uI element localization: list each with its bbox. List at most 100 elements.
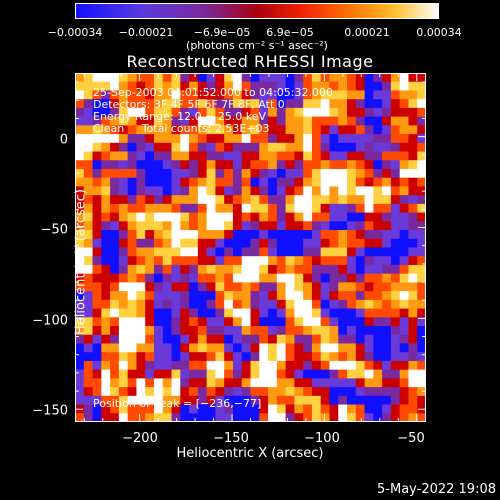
heatmap-cell [268,282,278,292]
chart-title: Reconstructed RHESSI Image [126,52,374,71]
heatmap-cell [136,291,146,301]
heatmap-cell [189,334,199,345]
heatmap-cell [162,334,173,345]
heatmap-cell [162,116,173,126]
heatmap-cell [417,212,426,222]
heatmap-cell [118,142,129,153]
heatmap-cell [373,395,383,406]
heatmap-cell [92,160,102,170]
heatmap-cell [127,343,138,353]
heatmap-cell [180,73,190,83]
heatmap-cell [75,142,85,153]
heatmap-cell [197,238,208,249]
heatmap-cell [92,413,102,422]
heatmap-cell [145,116,155,126]
heatmap-cell [127,81,138,92]
heatmap-cell [145,99,155,109]
heatmap-cell [373,264,383,275]
heatmap-cell [355,73,366,83]
heatmap-cell [373,273,383,283]
heatmap-cell [145,203,155,214]
heatmap-cell [232,264,243,275]
heatmap-cell [162,343,173,353]
heatmap-cell [162,273,173,283]
heatmap-cell [303,264,313,275]
heatmap-cell [408,360,418,371]
heatmap-cell [294,282,304,292]
heatmap-cell [294,360,304,371]
heatmap-cell [224,282,234,292]
colorbar-tick-label: −6.9e−05 [193,26,251,39]
heatmap-cell [294,134,304,144]
heatmap-cell [197,291,208,301]
heatmap-cell [364,413,374,422]
heatmap-cell [276,160,287,170]
heatmap-cell [285,308,295,318]
heatmap-cell [303,404,313,414]
heatmap-cell [136,142,146,153]
heatmap-cell [303,299,313,310]
heatmap-cell [171,160,181,170]
heatmap-image [75,73,426,422]
heatmap-cell [215,334,225,345]
heatmap-cell [232,81,243,92]
heatmap-cell [189,177,199,188]
heatmap-cell [110,282,120,292]
heatmap-cell [373,360,383,371]
heatmap-cell [215,90,225,100]
heatmap-cell [232,326,243,336]
heatmap-cell [268,256,278,266]
heatmap-cell [355,247,366,257]
heatmap-cell [364,238,374,249]
heatmap-cell [294,247,304,257]
heatmap-cell [206,73,217,83]
heatmap-cell [347,90,357,100]
heatmap-cell [101,282,111,292]
heatmap-cell [92,230,102,240]
heatmap-cell [268,116,278,126]
heatmap-cell [285,352,295,362]
heatmap-cell [355,195,366,205]
heatmap-cell [268,195,278,205]
heatmap-cell [197,73,208,83]
heatmap-cell [355,230,366,240]
heatmap-cell [206,387,217,397]
heatmap-cell [347,221,357,231]
heatmap-cell [241,238,252,249]
heatmap-cell [338,264,348,275]
heatmap-cell [206,413,217,422]
heatmap-cell [276,352,287,362]
heatmap-cell [189,413,199,422]
heatmap-cell [215,142,225,153]
heatmap-cell [189,160,199,170]
heatmap-cell [101,352,111,362]
heatmap-cell [197,212,208,222]
heatmap-cell [215,404,225,414]
heatmap-cell [338,247,348,257]
heatmap-cell [83,369,94,379]
heatmap-cell [259,99,269,109]
heatmap-cell [311,142,322,153]
heatmap-cell [92,186,102,196]
heatmap-cell [101,334,111,345]
heatmap-cell [276,369,287,379]
heatmap-cell [224,203,234,214]
heatmap-cell [224,264,234,275]
heatmap-cell [250,203,260,214]
heatmap-cell [162,160,173,170]
heatmap-cell [232,99,243,109]
heatmap-cell [92,90,102,100]
heatmap-cell [268,203,278,214]
heatmap-cell [92,151,102,161]
heatmap-cell [215,282,225,292]
heatmap-cell [250,369,260,379]
heatmap-cell [197,168,208,179]
heatmap-cell [127,264,138,275]
heatmap-cell [408,116,418,126]
heatmap-cell [92,352,102,362]
heatmap-cell [189,116,199,126]
heatmap-cell [171,264,181,275]
heatmap-cell [268,308,278,318]
heatmap-cell [136,90,146,100]
heatmap-cell [390,195,401,205]
